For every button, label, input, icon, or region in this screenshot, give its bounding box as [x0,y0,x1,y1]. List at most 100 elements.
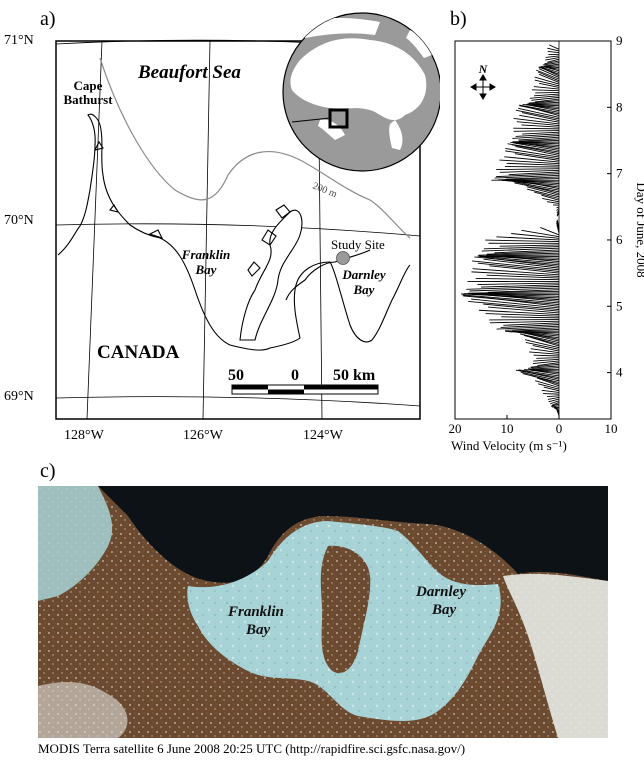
wind-vector [494,174,560,179]
meridian-126w [202,40,211,420]
label-franklin-bay: Bay [195,262,217,277]
meridian-128w [86,40,103,420]
wind-vector [516,121,560,127]
wind-vector [519,114,560,123]
wind-vector [489,265,560,274]
wind-vector [536,377,560,387]
wind-vector [508,331,560,334]
wind-vector [542,62,560,66]
wind-vector [514,182,560,193]
wind-vector [547,397,560,400]
wind-vector [488,306,560,314]
label-bathurst: Bathurst [63,92,113,107]
wind-vector [531,367,560,370]
lon-label-128: 128°W [64,428,104,443]
wind-vector [518,136,560,141]
wind-x-tick-label: 0 [556,421,563,436]
wind-vector [519,104,560,113]
wind-vector [520,371,560,382]
wind-vector [515,331,560,337]
wind-vector [512,135,560,139]
wind-vector [544,63,560,67]
panel-label-c: c) [40,460,56,482]
wind-vector [551,405,560,408]
wind-vector [556,208,560,211]
wind-vector [491,255,560,257]
wind-vector [463,292,560,295]
photo-label-darnley: Darnley [415,584,466,600]
wind-vector [513,127,560,130]
wind-vector [466,285,560,290]
wind-vector [539,82,560,88]
wind-vector [547,58,560,63]
wind-y-tick-label: 4 [616,365,623,380]
wind-velocity-chart: 20 10 0 10 4 5 6 7 8 9 N Wind Velocity (m s⁻¹) Da… [449,33,644,453]
panel-label-b: b) [450,8,467,30]
wind-vector [527,101,560,105]
photo-label-darnley-bay: Bay [431,602,457,618]
lat-label-71: 71°N [4,33,34,48]
wind-vector [541,194,560,201]
wind-vector [522,131,560,135]
wind-vector [505,176,560,180]
wind-x-tick-label: 10 [501,421,514,436]
wind-vector [524,339,560,349]
wind-vectors [460,44,560,416]
wind-vector [507,143,560,153]
wind-vector [544,60,560,65]
wind-vector [530,363,560,368]
wind-vector [505,150,560,160]
wind-vector [534,93,560,97]
wind-vector [556,211,560,216]
wind-vector [556,220,560,231]
wind-vector [556,213,560,217]
label-cape: Cape [74,78,103,93]
label-beaufort-sea: Beaufort Sea [137,62,241,83]
wind-vector [534,98,560,103]
wind-vector [545,55,560,58]
wind-x-tick-label: 20 [449,421,462,436]
wind-vector [537,362,560,367]
wind-vector [469,287,560,292]
label-darnley-bay: Bay [353,282,375,297]
wind-vector [501,316,560,319]
wind-vector [536,357,560,359]
wind-ylabel: Day of June, 2008 [634,182,644,277]
wind-vector [543,386,560,392]
wind-vector [526,186,560,196]
wind-y-tick-label: 7 [616,166,623,181]
wind-vector [540,66,560,68]
wind-vector [513,117,560,125]
study-site-marker[interactable] [336,251,350,265]
coastline [57,113,411,351]
wind-vector [530,348,560,354]
wind-vector [505,327,560,331]
wind-vector [514,153,560,161]
label-canada: CANADA [97,342,180,363]
wind-vector [511,233,560,239]
scale-label-left: 50 [228,367,244,384]
wind-vector [471,298,560,309]
wind-vector [479,255,560,264]
modis-satellite-image: Franklin Bay Darnley Bay [38,486,608,738]
scale-label-mid: 0 [291,367,299,384]
label-study-site: Study Site [331,237,385,252]
wind-vector [477,262,560,272]
wind-vector [515,145,560,156]
wind-vector [512,140,560,143]
wind-vector [499,159,560,165]
wind-vector [536,69,560,80]
wind-vector [471,271,560,277]
wind-vector [496,236,560,241]
wind-vector [541,389,560,393]
photo-label-franklin-bay: Bay [245,622,271,638]
wind-vector [506,162,560,166]
wind-vector [533,354,560,357]
wind-vector [521,124,560,128]
wind-vector [538,383,560,390]
wind-vector [532,360,560,365]
wind-vector [513,142,560,151]
wind-vector [474,256,560,266]
wind-vector [481,247,560,252]
wind-vector [556,222,560,232]
